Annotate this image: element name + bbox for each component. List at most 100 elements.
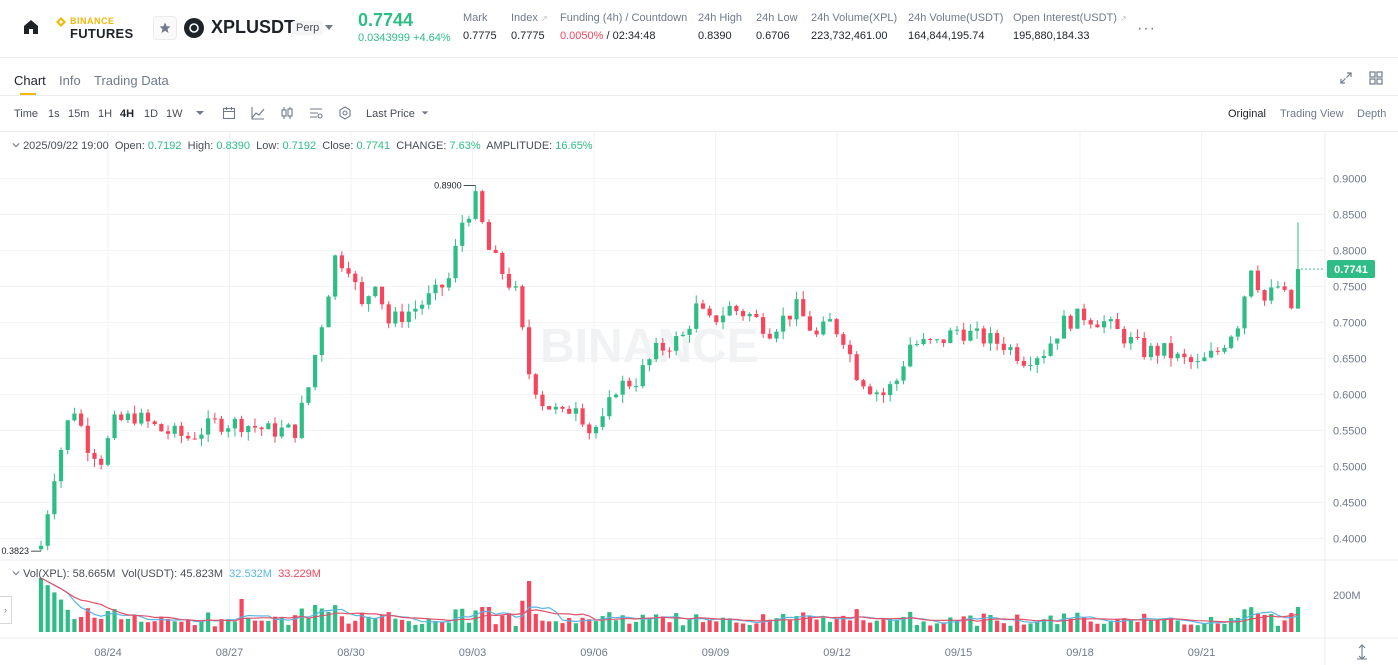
collapse-legend-icon[interactable] xyxy=(12,141,20,149)
auto-scale-icon[interactable] xyxy=(1354,644,1370,660)
candle-body xyxy=(867,386,873,395)
candle-body xyxy=(319,327,324,356)
interval-time[interactable]: Time xyxy=(14,108,39,120)
candle-body xyxy=(279,427,284,437)
candle-style-icon[interactable] xyxy=(280,106,294,120)
candlestick-chart[interactable]: 0.9000 0.8500 0.8000 0.7500 0.7000 0.6500 0.60… xyxy=(0,132,1398,665)
tab-trading-data[interactable]: Trading Data xyxy=(94,73,169,88)
volume-bar xyxy=(446,622,451,632)
candle-body xyxy=(928,338,933,340)
stat-mark[interactable]: Mark 0.7775 xyxy=(463,12,497,42)
volume-bar xyxy=(674,613,679,632)
candle-body xyxy=(272,423,278,437)
volume-bar xyxy=(433,621,438,632)
x-tick-label: 09/12 xyxy=(823,647,851,659)
candle-body xyxy=(1095,324,1100,328)
volume-bar xyxy=(179,621,184,632)
interval-dropdown-icon[interactable] xyxy=(195,108,205,118)
candle-body xyxy=(613,394,619,398)
stat-24h-volume-xpl: 24h Volume(XPL) 223,732,461.00 xyxy=(811,12,897,42)
home-icon[interactable] xyxy=(22,18,40,36)
x-tick-label: 08/27 xyxy=(216,647,244,659)
collapse-volume-icon[interactable] xyxy=(12,569,20,577)
volume-bar xyxy=(139,621,144,632)
interval-1w[interactable]: 1W xyxy=(166,108,183,120)
candle-body xyxy=(339,255,344,269)
view-trading-view[interactable]: Trading View xyxy=(1280,108,1344,120)
price-type-select[interactable]: Last Price xyxy=(366,108,429,120)
volume-bar xyxy=(92,617,97,632)
chart-settings-list-icon[interactable] xyxy=(309,106,323,120)
candle-body xyxy=(1269,287,1274,301)
view-depth[interactable]: Depth xyxy=(1357,108,1387,120)
candle-body xyxy=(379,286,385,305)
candle-body xyxy=(700,303,706,309)
candle-body xyxy=(587,424,592,434)
volume-bar xyxy=(65,609,70,632)
interval-1s[interactable]: 1s xyxy=(48,108,60,120)
volume-bar xyxy=(727,618,732,632)
volume-bar xyxy=(313,605,318,632)
volume-bar xyxy=(607,612,612,632)
volume-bar xyxy=(781,613,786,632)
volume-bar xyxy=(1235,617,1240,632)
volume-bar xyxy=(58,599,64,632)
volume-bar xyxy=(1195,625,1200,632)
interval-1d[interactable]: 1D xyxy=(144,108,159,120)
legend-close-label: Close: xyxy=(322,140,354,152)
volume-bar xyxy=(921,621,926,632)
candle-body xyxy=(573,408,578,414)
candle-body xyxy=(219,418,224,432)
candle-body xyxy=(1275,286,1281,288)
volume-bar xyxy=(1015,614,1020,632)
interval-1h[interactable]: 1H xyxy=(98,108,113,120)
candle-body xyxy=(801,299,806,317)
layout-grid-icon[interactable] xyxy=(1368,70,1384,86)
symbol-name[interactable]: XPLUSDT xyxy=(211,17,296,37)
volume-bar xyxy=(1202,623,1207,632)
stat-24h-volume-usdt: 24h Volume(USDT) 164,844,195.74 xyxy=(908,12,1003,42)
candle-body xyxy=(139,412,144,424)
fullscreen-icon[interactable] xyxy=(1338,70,1354,86)
interval-4h[interactable]: 4H xyxy=(120,108,135,120)
volume-bar xyxy=(587,619,592,632)
candle-body xyxy=(734,305,739,312)
y-tick-label: 0.6000 xyxy=(1333,389,1367,401)
favorite-button[interactable] xyxy=(153,16,177,40)
candle-body xyxy=(720,315,726,323)
candle-body xyxy=(353,273,358,283)
view-original[interactable]: Original xyxy=(1228,108,1266,120)
settings-gear-icon[interactable] xyxy=(338,106,352,120)
chevron-down-icon[interactable] xyxy=(325,25,333,30)
volume-bar xyxy=(165,618,171,632)
volume-bar xyxy=(1148,619,1154,632)
indicator-chart-icon[interactable] xyxy=(251,106,265,120)
tab-chart[interactable]: Chart xyxy=(14,73,46,88)
volume-bar xyxy=(1055,624,1060,632)
candle-body xyxy=(366,296,371,305)
chevron-down-icon xyxy=(421,111,429,115)
stat-open-interest[interactable]: Open Interest(USDT) ↗ 195,880,184.33 xyxy=(1013,12,1127,42)
stat-funding[interactable]: Funding (4h) / Countdown 0.0050% / 02:34… xyxy=(560,12,687,42)
volume-bar xyxy=(1188,624,1194,632)
interval-15m[interactable]: 15m xyxy=(68,108,90,120)
vol-usdt: 45.823M xyxy=(180,568,224,580)
volume-bar xyxy=(1275,625,1281,632)
volume-bar xyxy=(620,615,625,632)
volume-bar xyxy=(119,619,124,632)
candle-body xyxy=(152,421,157,425)
volume-bar xyxy=(754,623,759,632)
candle-body xyxy=(333,255,338,297)
calendar-icon[interactable] xyxy=(222,106,236,120)
volume-bar xyxy=(834,618,839,632)
binance-futures-logo[interactable]: BINANCE FUTURES xyxy=(56,15,140,43)
candle-body xyxy=(1122,329,1127,344)
volume-bar xyxy=(286,624,291,632)
side-panel-toggle[interactable]: › xyxy=(0,596,12,624)
candle-body xyxy=(1075,308,1080,329)
tab-info[interactable]: Info xyxy=(59,73,81,88)
stat-index[interactable]: Index ↗ 0.7775 xyxy=(511,12,548,42)
volume-bar xyxy=(1128,620,1133,632)
volume-bar xyxy=(700,622,706,632)
more-options-button[interactable]: ··· xyxy=(1137,20,1156,37)
